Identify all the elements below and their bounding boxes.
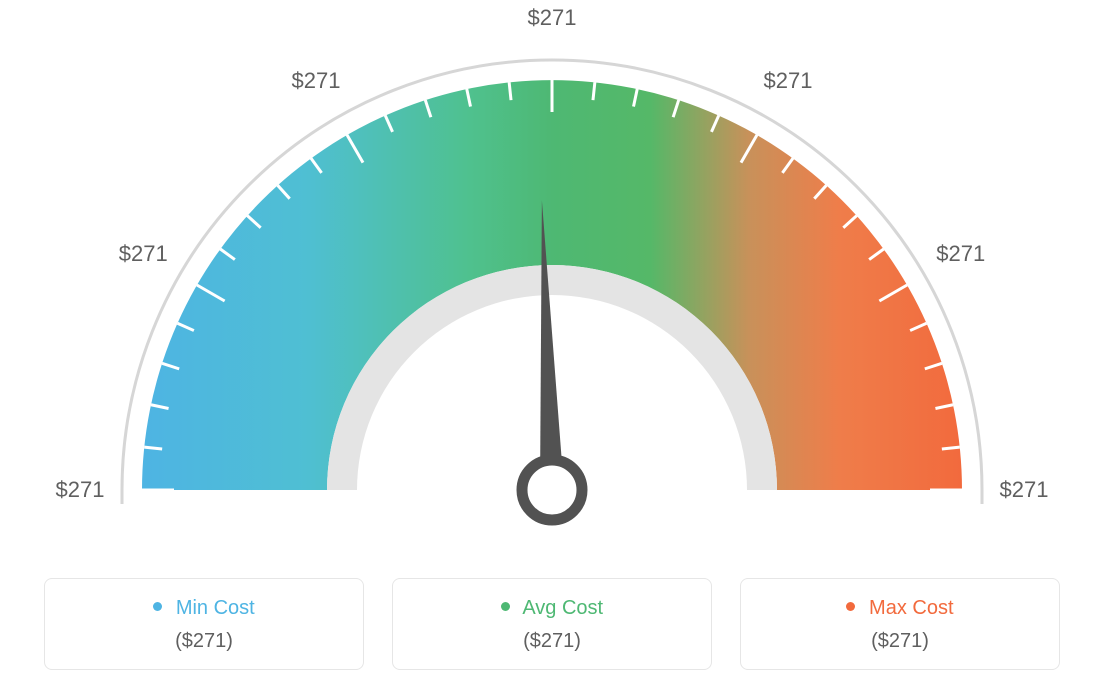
gauge-svg: [0, 0, 1104, 560]
legend-row: Min Cost ($271) Avg Cost ($271) Max Cost…: [0, 578, 1104, 670]
gauge-tick-label: $271: [56, 477, 105, 503]
legend-label-max: Max Cost: [751, 597, 1049, 620]
legend-label-max-text: Max Cost: [869, 597, 953, 619]
gauge-chart: $271 $271 $271 $271 $271 $271 $271: [0, 0, 1104, 560]
legend-value-min: ($271): [55, 630, 353, 653]
gauge-tick-label: $271: [292, 68, 341, 94]
legend-value-max: ($271): [751, 630, 1049, 653]
legend-label-min-text: Min Cost: [176, 597, 255, 619]
legend-card-max: Max Cost ($271): [740, 578, 1060, 670]
legend-card-min: Min Cost ($271): [44, 578, 364, 670]
legend-label-min: Min Cost: [55, 597, 353, 620]
gauge-tick-label: $271: [119, 241, 168, 267]
gauge-tick-label: $271: [764, 68, 813, 94]
legend-value-avg: ($271): [403, 630, 701, 653]
gauge-tick-label: $271: [1000, 477, 1049, 503]
gauge-tick-label: $271: [528, 5, 577, 31]
legend-card-avg: Avg Cost ($271): [392, 578, 712, 670]
gauge-tick-label: $271: [936, 241, 985, 267]
legend-label-avg-text: Avg Cost: [522, 597, 603, 619]
legend-label-avg: Avg Cost: [403, 597, 701, 620]
